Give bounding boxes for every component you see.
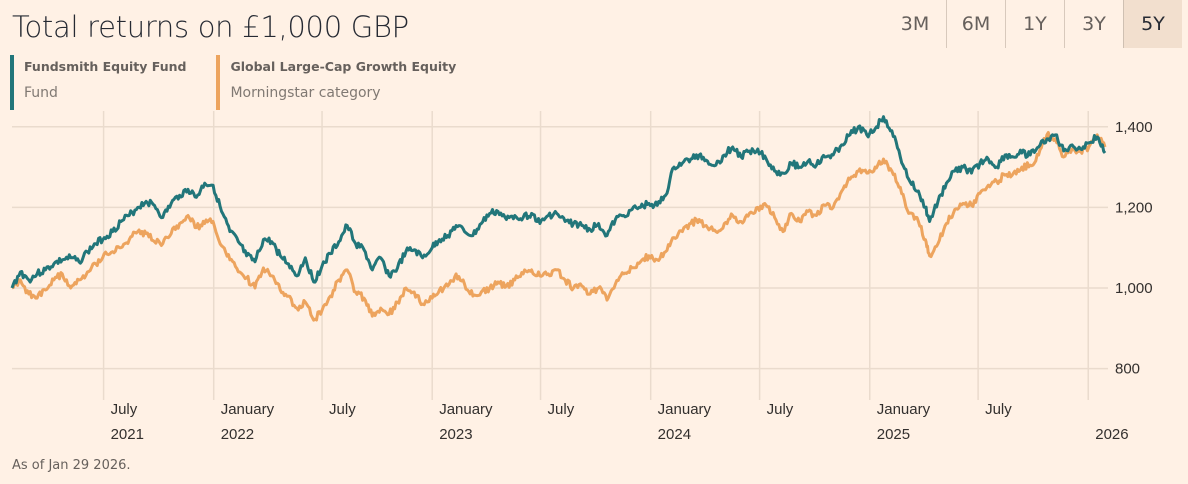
tab-6m[interactable]: 6M (946, 0, 1005, 48)
x-tick-label-month: July (548, 401, 575, 418)
x-tick-label-year: 2021 (111, 426, 144, 443)
y-tick-label: 1,000 (1115, 280, 1153, 297)
x-tick-label-month: July (329, 401, 356, 418)
legend-category-sub: Morningstar category (230, 85, 381, 101)
legend-fund-sub: Fund (24, 85, 58, 101)
y-tick-label: 1,200 (1115, 199, 1153, 216)
x-tick-label-month: January (658, 401, 712, 418)
x-tick-label-month: July (985, 401, 1012, 418)
time-range-tabs: 3M 6M 1Y 3Y 5Y (884, 0, 1182, 48)
x-tick-label-year: 2023 (439, 426, 472, 443)
series-line-category (11, 131, 1107, 322)
x-tick-label-year: 2026 (1095, 426, 1128, 443)
x-tick-label-month: January (877, 401, 931, 418)
x-tick-label-year: 2024 (658, 426, 691, 443)
series-line-fundsmith (10, 115, 1107, 289)
legend-item-category: Global Large-Cap Growth Equity Morningst… (216, 55, 456, 110)
y-axis-labels: 800 1,000 1,200 1,400 (1115, 119, 1153, 378)
legend-category-name: Global Large-Cap Growth Equity (230, 59, 457, 74)
x-tick-label-year: 2025 (877, 426, 910, 443)
x-tick-label-month: January (439, 401, 493, 418)
series-lines (10, 115, 1107, 322)
tab-5y[interactable]: 5Y (1123, 0, 1182, 48)
tab-3y[interactable]: 3Y (1064, 0, 1123, 48)
chart-legend: Fundsmith Equity Fund Fund Global Large-… (10, 55, 456, 110)
legend-fund-name: Fundsmith Equity Fund (24, 59, 187, 74)
x-tick-label-month: January (221, 401, 275, 418)
legend-item-fund: Fundsmith Equity Fund Fund (10, 55, 186, 110)
x-tick-label-year: 2022 (221, 426, 254, 443)
tab-3m[interactable]: 3M (900, 13, 930, 35)
chart-title: Total returns on £1,000 GBP (12, 10, 409, 44)
y-gridlines (12, 126, 1108, 370)
x-tick-label-month: July (111, 401, 138, 418)
as-of-note: As of Jan 29 2026. (12, 458, 131, 473)
y-tick-label: 800 (1115, 361, 1140, 378)
x-tick-label-month: July (767, 401, 794, 418)
y-tick-label: 1,400 (1115, 119, 1153, 136)
x-axis-labels: July 2021 January 2022 July January 2023 July Ja… (111, 401, 1129, 443)
tab-1y[interactable]: 1Y (1005, 0, 1064, 48)
